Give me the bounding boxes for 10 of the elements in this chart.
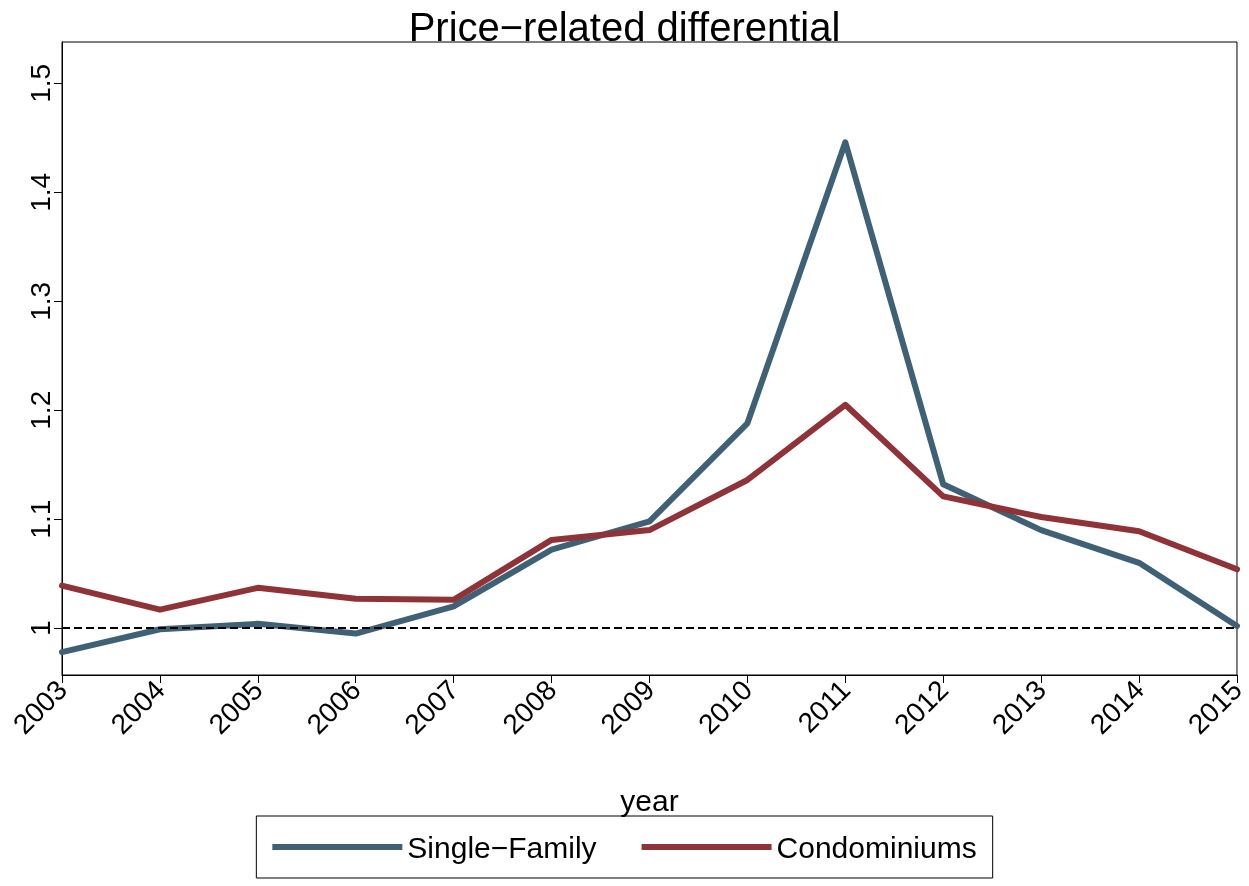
y-tick-label: 1.3 bbox=[24, 281, 56, 321]
y-tick-label: 1.5 bbox=[24, 63, 56, 103]
chart-title: Price−related differential bbox=[408, 5, 841, 49]
legend-label: Condominiums bbox=[776, 830, 977, 864]
legend-label: Single−Family bbox=[407, 830, 597, 864]
y-tick-label: 1.1 bbox=[24, 499, 56, 539]
y-tick-label: 1.2 bbox=[24, 390, 56, 430]
y-tick-label: 1.4 bbox=[24, 172, 56, 212]
y-tick-label: 1 bbox=[24, 620, 56, 636]
x-axis-title: year bbox=[620, 783, 679, 817]
